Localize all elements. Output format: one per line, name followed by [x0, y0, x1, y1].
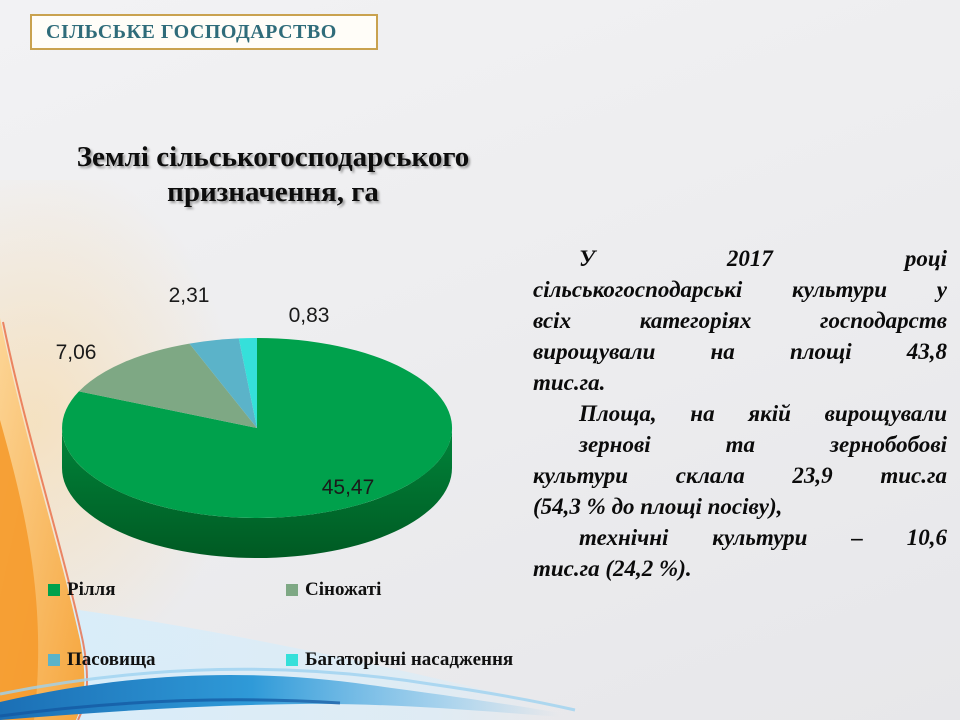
pie-slice-pasovyshcha: [189, 338, 257, 428]
body-line: вирощували на площі 43,8: [533, 339, 947, 364]
legend-label-pasovyshcha: Пасовища: [67, 649, 156, 670]
pie-label-pasovyshcha: 2,31: [168, 284, 210, 307]
blue-wave-highlight: [0, 667, 576, 712]
blue-wave-band: [0, 674, 560, 720]
pie-slice-bahatorichni: [238, 338, 257, 428]
body-line: технічні культури – 10,6: [579, 525, 947, 550]
body-line: (54,3 % до площі посіву),: [533, 494, 783, 519]
pie-label-rillya: 45,47: [321, 476, 375, 499]
pie-chart: [62, 338, 453, 558]
legend-item-sinozhati: Сіножаті: [286, 579, 381, 601]
legend-item-rillya: Рілля: [48, 579, 115, 601]
pie-slice-sinozhati: [78, 343, 258, 428]
legend-swatch-pasovyshcha: [48, 654, 60, 666]
legend-swatch-sinozhati: [286, 584, 298, 596]
slide-title-box: СІЛЬСЬКЕ ГОСПОДАРСТВО: [30, 14, 378, 50]
legend-swatch-bahatorichni: [286, 654, 298, 666]
pie-label-bahatorichni: 0,83: [288, 304, 330, 327]
chart-title: Землі сільськогосподарського призначення…: [76, 141, 470, 208]
body-line: У 2017 році: [579, 246, 947, 271]
legend-label-sinozhati: Сіножаті: [305, 579, 382, 600]
pie-slice-rillya: [62, 338, 453, 518]
body-line: тис.га (24,2 %).: [533, 556, 692, 581]
blue-wave-deep-line: [0, 698, 341, 718]
legend-label-rillya: Рілля: [67, 579, 116, 600]
body-line: культури склала 23,9 тис.га: [533, 463, 947, 488]
orange-crescent-inner: [0, 420, 39, 720]
legend-item-bahatorichni: Багаторічні насадження: [286, 649, 513, 671]
body-text-block: У 2017 році сільськогосподарські культур…: [533, 243, 947, 584]
pie-side-wall: [62, 428, 452, 558]
body-line: зернові та зернобобові: [579, 432, 947, 457]
legend-label-bahatorichni: Багаторічні насадження: [305, 649, 514, 670]
legend-swatch-rillya: [48, 584, 60, 596]
pie-label-sinozhati: 7,06: [55, 341, 97, 364]
legend-item-pasovyshcha: Пасовища: [48, 649, 156, 671]
slide-title: СІЛЬСЬКЕ ГОСПОДАРСТВО: [46, 20, 337, 43]
body-line: всіх категоріях господарств: [533, 308, 947, 333]
body-line: тис.га.: [533, 370, 606, 395]
body-line: сільськогосподарські культури у: [533, 277, 947, 302]
body-line: Площа, на якій вирощували: [579, 401, 947, 426]
